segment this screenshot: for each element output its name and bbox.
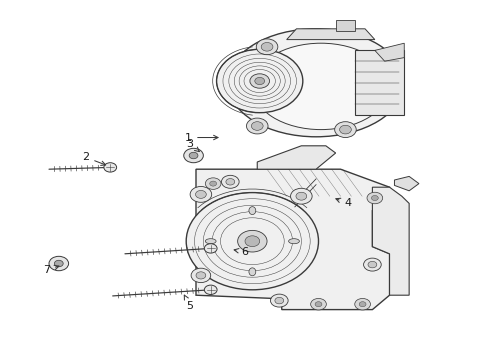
- Circle shape: [245, 236, 260, 247]
- Circle shape: [184, 148, 203, 163]
- Circle shape: [311, 298, 326, 310]
- Circle shape: [226, 179, 235, 185]
- Circle shape: [359, 302, 366, 307]
- Text: 1: 1: [185, 132, 218, 143]
- Circle shape: [261, 42, 273, 51]
- Circle shape: [104, 163, 117, 172]
- Ellipse shape: [228, 29, 404, 137]
- Circle shape: [191, 268, 211, 283]
- Circle shape: [315, 302, 322, 307]
- Circle shape: [371, 195, 378, 201]
- Text: 3: 3: [187, 139, 199, 152]
- Circle shape: [204, 244, 217, 253]
- Text: 6: 6: [234, 247, 248, 257]
- Circle shape: [255, 77, 265, 85]
- Circle shape: [204, 285, 217, 294]
- Circle shape: [275, 297, 284, 304]
- Circle shape: [368, 261, 377, 268]
- Circle shape: [49, 256, 69, 271]
- Polygon shape: [372, 187, 409, 295]
- Circle shape: [205, 178, 221, 189]
- Polygon shape: [375, 43, 404, 61]
- Polygon shape: [287, 29, 375, 40]
- Circle shape: [238, 230, 267, 252]
- Circle shape: [367, 192, 383, 204]
- Circle shape: [296, 192, 307, 200]
- Circle shape: [291, 188, 312, 204]
- Circle shape: [340, 125, 351, 134]
- Circle shape: [210, 181, 217, 186]
- Circle shape: [355, 298, 370, 310]
- Circle shape: [250, 74, 270, 88]
- Circle shape: [335, 122, 356, 138]
- Circle shape: [270, 294, 288, 307]
- Polygon shape: [257, 146, 336, 169]
- Circle shape: [196, 190, 206, 198]
- Text: 4: 4: [336, 198, 351, 208]
- Ellipse shape: [205, 239, 216, 244]
- Ellipse shape: [249, 268, 256, 276]
- Text: 2: 2: [82, 152, 105, 165]
- Circle shape: [364, 258, 381, 271]
- Circle shape: [190, 186, 212, 202]
- Circle shape: [256, 39, 278, 55]
- Text: 7: 7: [43, 265, 59, 275]
- Circle shape: [189, 152, 198, 159]
- Circle shape: [186, 193, 318, 290]
- Circle shape: [246, 118, 268, 134]
- Polygon shape: [196, 169, 390, 310]
- Ellipse shape: [289, 239, 299, 244]
- Polygon shape: [355, 50, 404, 115]
- Circle shape: [196, 272, 206, 279]
- Circle shape: [221, 175, 239, 188]
- Circle shape: [54, 260, 63, 267]
- Circle shape: [251, 122, 263, 130]
- Polygon shape: [336, 20, 355, 31]
- Text: 5: 5: [184, 295, 194, 311]
- Ellipse shape: [252, 43, 390, 130]
- Ellipse shape: [249, 207, 256, 215]
- Circle shape: [217, 49, 303, 113]
- Polygon shape: [394, 176, 419, 191]
